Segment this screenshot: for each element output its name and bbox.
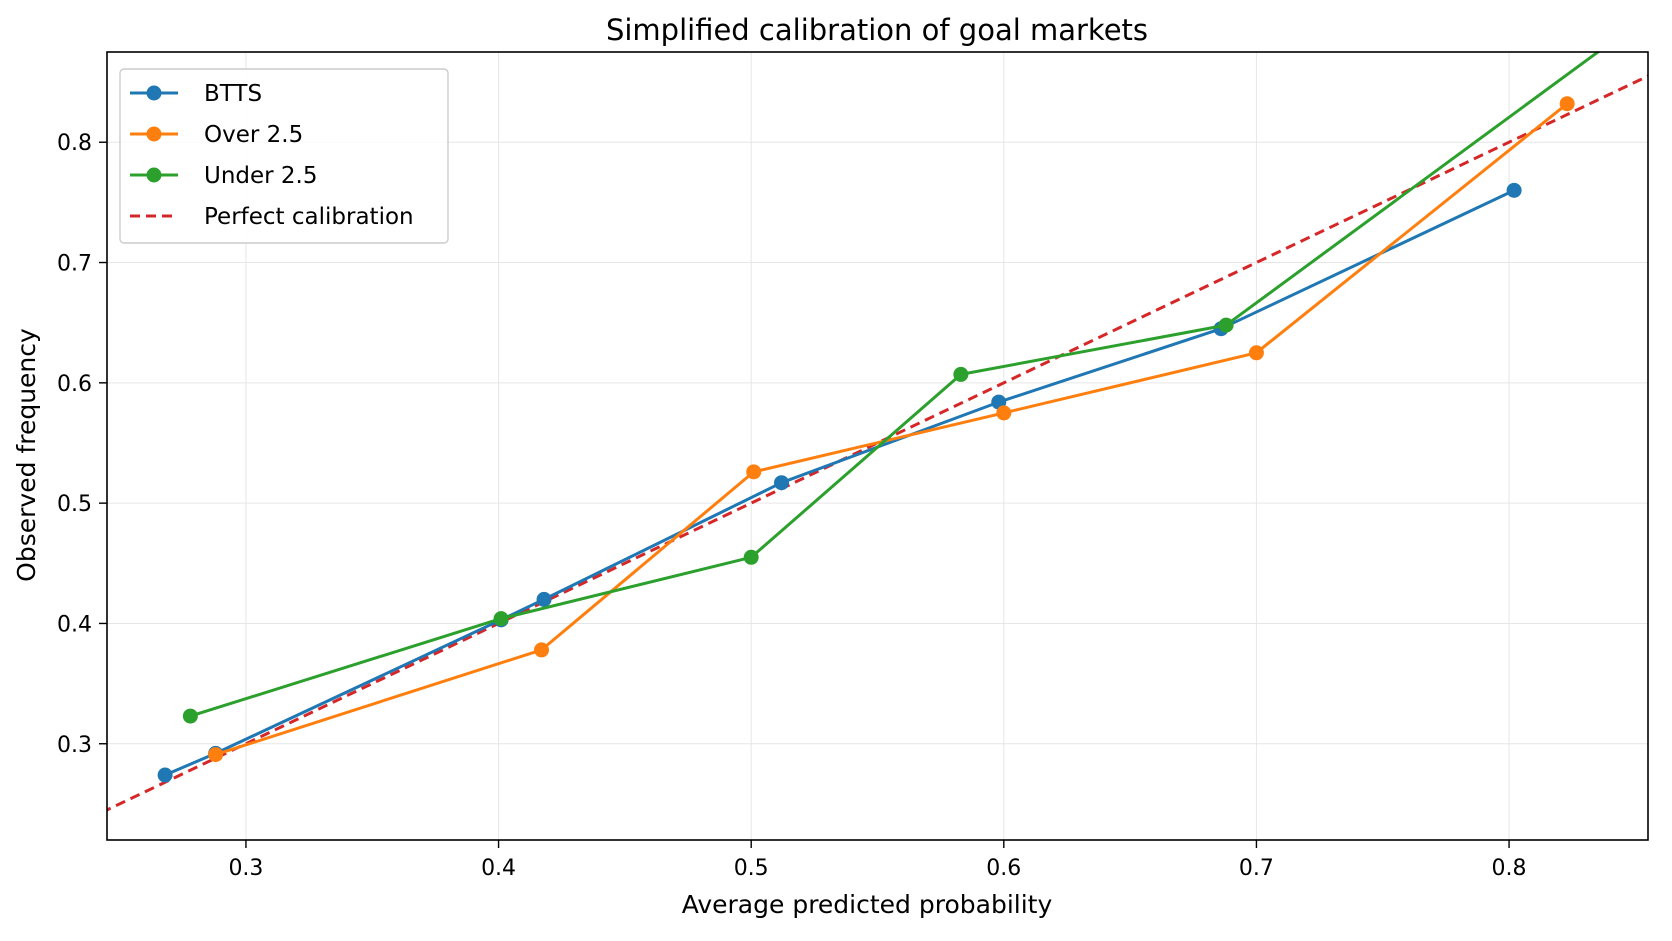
data-point-under-2-5 (493, 611, 509, 627)
series-line-perfect-calibration (107, 74, 1648, 812)
legend-label: Under 2.5 (204, 163, 318, 189)
chart-title: Simplified calibration of goal markets (606, 13, 1148, 47)
y-tick-label: 0.6 (57, 372, 92, 397)
data-point-over-2-5 (208, 747, 224, 763)
legend-item-btts: BTTS (130, 81, 262, 107)
data-point-under-2-5 (1218, 317, 1234, 333)
plot-frame (106, 51, 1649, 841)
legend-label: Perfect calibration (204, 204, 414, 230)
series-line-over-2-5 (215, 102, 1569, 757)
data-point-btts (157, 767, 173, 783)
y-axis-label: Observed frequency (12, 328, 41, 582)
legend-item-under-2-5: Under 2.5 (130, 163, 318, 189)
x-tick-label: 0.6 (986, 856, 1021, 881)
legend-marker (146, 126, 162, 142)
x-tick-label: 0.5 (734, 856, 769, 881)
data-point-over-2-5 (1559, 96, 1575, 112)
y-tick-label: 0.4 (57, 612, 92, 637)
data-point-over-2-5 (746, 464, 762, 480)
data-point-btts (774, 475, 790, 491)
legend-item-perfect-calibration: Perfect calibration (130, 204, 414, 230)
legend-marker (146, 167, 162, 183)
x-axis-label: Average predicted probability (682, 890, 1053, 919)
legend-box (119, 68, 449, 244)
x-tick-label: 0.8 (1492, 856, 1527, 881)
x-tick-label: 0.4 (481, 856, 516, 881)
data-point-under-2-5 (743, 549, 759, 565)
y-tick-label: 0.3 (57, 733, 92, 758)
data-point-under-2-5 (953, 366, 969, 382)
x-tick-label: 0.7 (1239, 856, 1274, 881)
data-point-over-2-5 (1248, 345, 1264, 361)
y-tick-label: 0.8 (57, 131, 92, 156)
legend-marker (146, 85, 162, 101)
data-point-btts (1506, 182, 1522, 198)
series-line-btts (164, 189, 1515, 777)
legend-label: Over 2.5 (204, 122, 303, 148)
axis-ticks: 0.3 0.4 0.5 0.6 0.7 0.8 0.3 0.4 0.5 0.6 0.7 0.8 (57, 131, 1527, 881)
series-layer (107, 52, 1648, 812)
x-tick-label: 0.3 (228, 856, 263, 881)
data-point-over-2-5 (534, 642, 550, 658)
legend-label: BTTS (204, 81, 262, 107)
y-tick-label: 0.5 (57, 492, 92, 517)
data-point-under-2-5 (182, 708, 198, 724)
grid-lines (107, 52, 1648, 840)
legend: BTTS Over 2.5 Under 2.5 Perfect calibration (119, 68, 449, 244)
data-point-btts (536, 591, 552, 607)
data-point-over-2-5 (996, 405, 1012, 421)
y-tick-label: 0.7 (57, 252, 92, 277)
series-line-under-2-5 (189, 52, 1601, 718)
legend-item-over-2-5: Over 2.5 (130, 122, 303, 148)
